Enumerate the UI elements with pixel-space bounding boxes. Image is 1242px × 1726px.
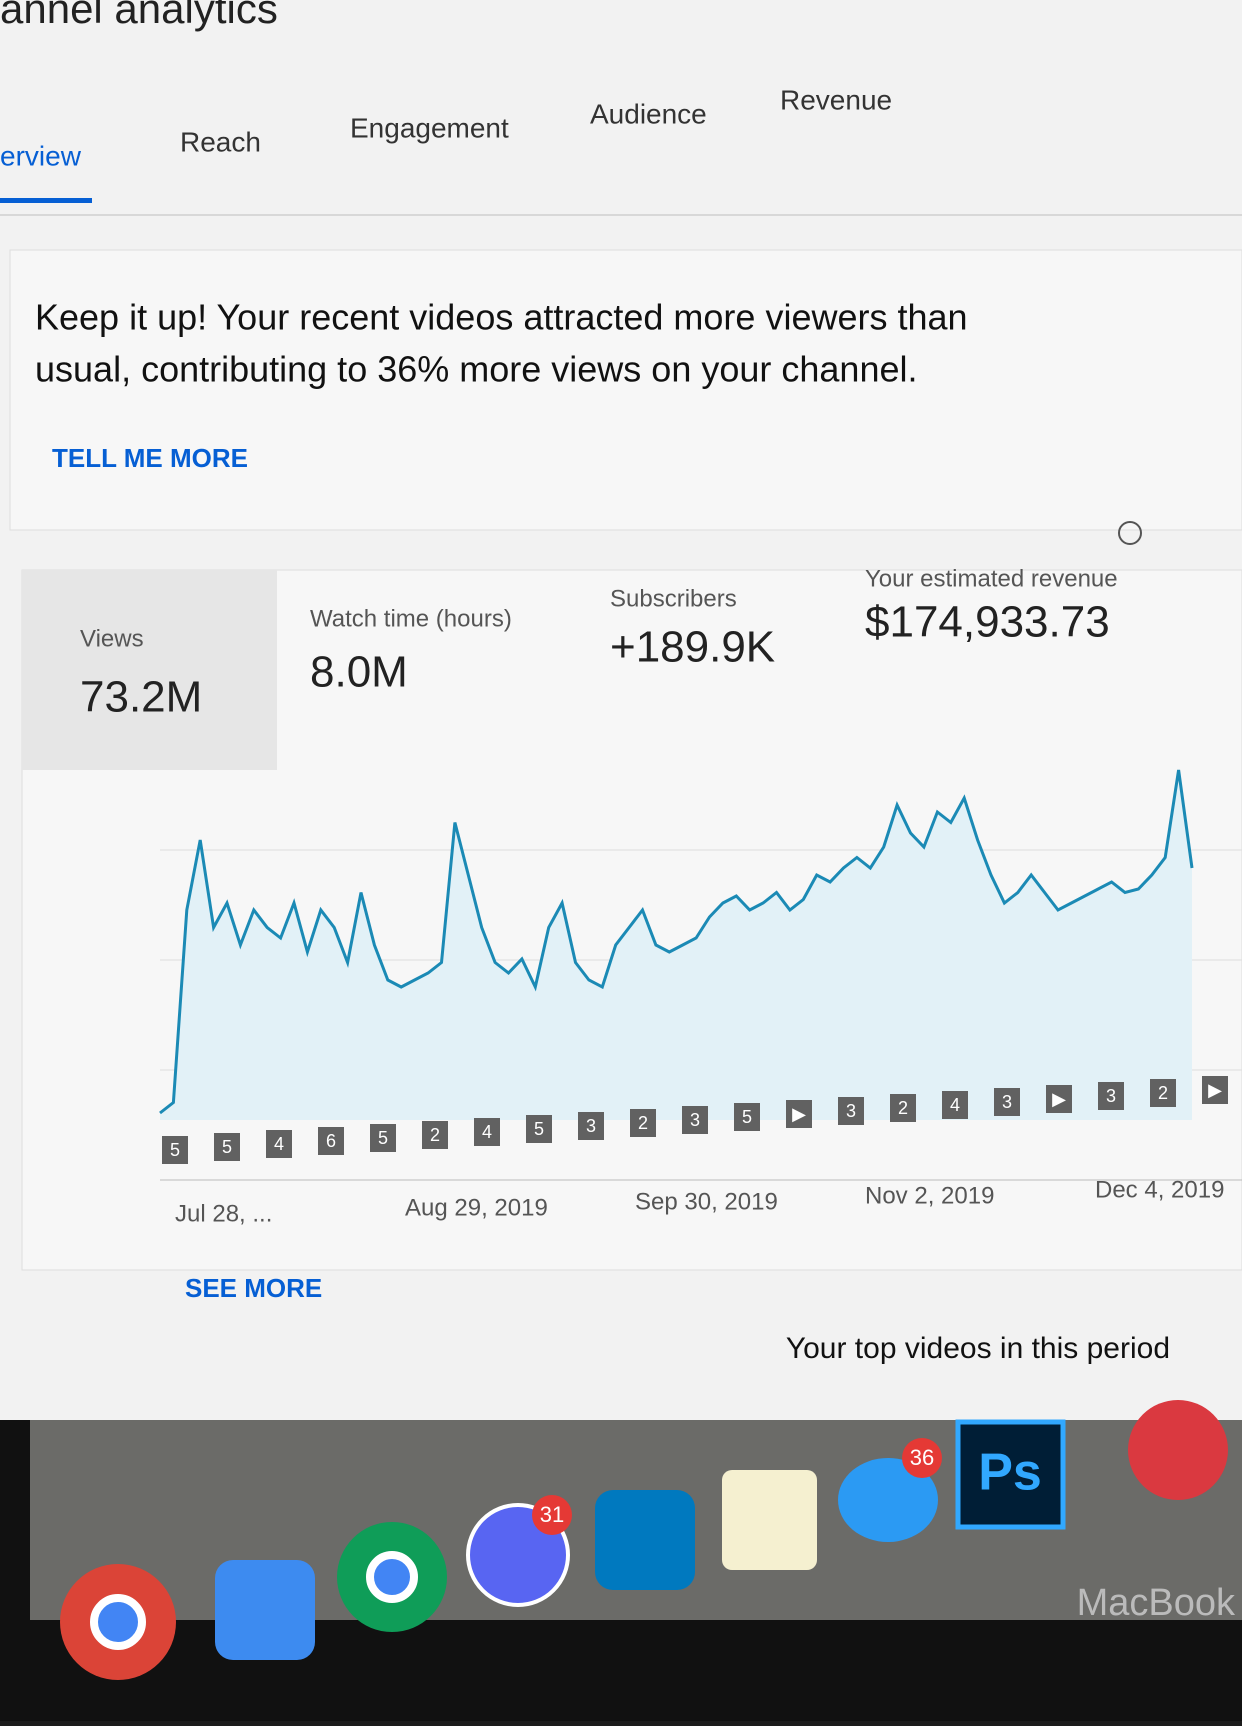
chart: 5 5 4 6 5 2 4 5 3 2 3 5 ▶ 3 2 4 3 ▶ 3 2 ▶ Jul 28, ... Aug 29, …: [159, 769, 1242, 1227]
video-marker-count: 4: [950, 1095, 960, 1115]
top-videos-heading: Your top videos in this period: [786, 1332, 1170, 1365]
video-marker-count: ▶: [1208, 1080, 1222, 1100]
insight-line: Keep it up! Your recent videos attracted…: [35, 297, 968, 338]
metrics: Views 73.2M Watch time (hours) 8.0M Subscrib…: [80, 565, 1118, 721]
video-marker-count: 4: [482, 1122, 492, 1142]
notes-icon[interactable]: [722, 1470, 817, 1570]
see-more[interactable]: SEE MORE: [185, 1273, 322, 1303]
video-marker[interactable]: [266, 1130, 292, 1158]
video-marker[interactable]: [1046, 1085, 1072, 1113]
tell-me-more[interactable]: TELL ME MORE: [52, 443, 248, 473]
video-marker[interactable]: [942, 1091, 968, 1119]
video-marker[interactable]: [630, 1109, 656, 1137]
insight-card: [9, 249, 1242, 531]
badge-count: 36: [910, 1445, 934, 1470]
video-marker-count: 5: [378, 1128, 388, 1148]
insight-line: usual, contributing to 36% more views on…: [35, 349, 918, 390]
video-marker[interactable]: [474, 1118, 500, 1146]
selected-metric[interactable]: [22, 570, 277, 770]
video-marker-count: 5: [534, 1119, 544, 1139]
video-marker[interactable]: [734, 1103, 760, 1131]
metric-value: $174,933.73: [865, 598, 1110, 647]
video-marker-count: 2: [430, 1125, 440, 1145]
video-marker[interactable]: [1150, 1079, 1176, 1107]
video-marker-count: 3: [846, 1101, 856, 1121]
tab-underline: [0, 198, 92, 203]
video-marker-count: 5: [742, 1107, 752, 1127]
chrome-center: [90, 1594, 146, 1650]
video-marker-count: 3: [690, 1110, 700, 1130]
tab[interactable]: Engagement: [350, 112, 509, 143]
metric-label: Subscribers: [610, 585, 737, 612]
video-marker[interactable]: [1202, 1076, 1228, 1104]
video-marker[interactable]: [422, 1121, 448, 1149]
video-marker-count: 2: [1158, 1083, 1168, 1103]
video-marker-count: 6: [326, 1131, 336, 1151]
finder-icon[interactable]: [215, 1560, 315, 1660]
info-icon[interactable]: [1118, 521, 1142, 545]
tab[interactable]: Reach: [180, 126, 261, 157]
badge: [902, 1438, 942, 1478]
metric-label: Watch time (hours): [310, 605, 512, 632]
x-tick-label: Dec 4, 2019: [1095, 1176, 1224, 1203]
chrome-center: [366, 1551, 418, 1603]
area: [160, 770, 1192, 1120]
video-marker[interactable]: [682, 1106, 708, 1134]
video-marker[interactable]: [318, 1127, 344, 1155]
x-tick-label: Nov 2, 2019: [865, 1182, 994, 1209]
video-marker[interactable]: [786, 1100, 812, 1128]
video-marker-count: ▶: [792, 1104, 806, 1124]
metric-label: Views: [80, 625, 144, 652]
tabs: erview Reach Engagement Audience Revenue: [0, 84, 892, 171]
metric-value: 8.0M: [310, 648, 408, 697]
video-marker-count: 2: [638, 1113, 648, 1133]
trello-icon[interactable]: [595, 1490, 695, 1590]
video-marker[interactable]: [994, 1088, 1020, 1116]
ps-label: Ps: [978, 1444, 1042, 1502]
video-marker[interactable]: [162, 1136, 188, 1164]
video-marker-count: 2: [898, 1098, 908, 1118]
video-marker[interactable]: [890, 1094, 916, 1122]
video-marker-count: 3: [586, 1116, 596, 1136]
line: [159, 769, 1194, 1115]
photoshop-icon[interactable]: [955, 1419, 1066, 1530]
badge-count: 31: [540, 1502, 564, 1527]
video-marker-count: ▶: [1052, 1089, 1066, 1109]
video-marker[interactable]: [578, 1112, 604, 1140]
tab[interactable]: erview: [0, 140, 82, 171]
video-marker[interactable]: [526, 1115, 552, 1143]
video-marker[interactable]: [838, 1097, 864, 1125]
messages-icon[interactable]: [838, 1458, 938, 1542]
expressvpn-icon[interactable]: [1128, 1400, 1228, 1500]
video-marker-count: 3: [1106, 1086, 1116, 1106]
video-marker-count: 3: [1002, 1092, 1012, 1112]
badge: [532, 1495, 572, 1535]
video-marker[interactable]: [214, 1133, 240, 1161]
video-marker[interactable]: [1098, 1082, 1124, 1110]
metric-label: Your estimated revenue: [865, 565, 1118, 592]
x-tick-label: Jul 28, ...: [175, 1200, 272, 1227]
x-tick-label: Sep 30, 2019: [635, 1188, 778, 1215]
video-marker[interactable]: [370, 1124, 396, 1152]
video-marker-count: 4: [274, 1134, 284, 1154]
metric-value: +189.9K: [610, 623, 775, 672]
video-marker-count: 5: [222, 1137, 232, 1157]
video-marker-count: 5: [170, 1140, 180, 1160]
page-title: annel analytics: [0, 0, 278, 32]
brand: MacBook: [1077, 1582, 1236, 1624]
metric-value: 73.2M: [80, 673, 202, 722]
tab[interactable]: Audience: [590, 98, 707, 129]
tab[interactable]: Revenue: [780, 84, 892, 115]
x-tick-label: Aug 29, 2019: [405, 1194, 548, 1221]
